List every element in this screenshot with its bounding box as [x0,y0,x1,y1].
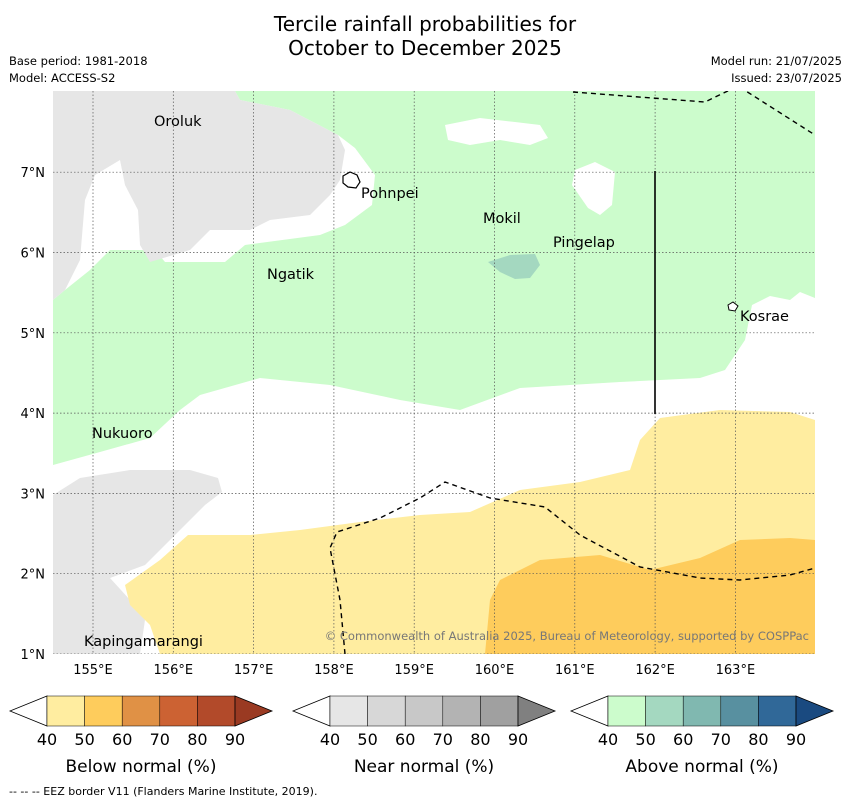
colorbar-1: 40 50 60 70 80 90 Near normal (%) [291,695,557,777]
colorbar-min-arrow [291,695,331,727]
lon-tick-label: 159°E [394,663,434,678]
colorbar-tick-label: 70 [433,730,453,749]
lon-tick-label: 156°E [154,663,194,678]
colorbar-segment [480,695,519,727]
colorbar-max-arrow [234,695,274,727]
map-plot-area: Oroluk Pohnpei Mokil Pingelap Ngatik Kos… [53,91,815,654]
place-label-pohnpei: Pohnpei [361,186,419,202]
place-label-pingelap: Pingelap [553,235,615,251]
place-label-nukuoro: Nukuoro [92,426,153,442]
colorbar-label: Above normal (%) [625,757,778,777]
near-normal-region-north [53,91,345,300]
place-label-mokil: Mokil [483,211,521,227]
lon-tick-label: 158°E [314,663,354,678]
white-hole-2 [572,162,615,215]
lon-tick-label: 161°E [555,663,595,678]
colorbar-tick-label: 70 [150,730,170,749]
colorbar-tick-label: 40 [37,730,57,749]
colorbar-segment [367,695,406,727]
colorbar-tick-label: 60 [112,730,132,749]
colorbar-tick-label: 40 [320,730,340,749]
above-normal-60-patch [488,254,540,279]
eez-borders [329,91,815,654]
colorbar-tick-label: 90 [786,730,806,749]
white-hole-1 [445,118,548,145]
colorbar-tick-label: 60 [395,730,415,749]
kosrae-island [727,301,739,312]
place-label-kapingamarangi: Kapingamarangi [84,634,203,650]
colorbar-segment [645,695,684,727]
colorbar-tick-label: 40 [598,730,618,749]
lat-tick-label: 5°N [21,327,46,342]
colorbar-segment [329,695,368,727]
eez-footnote: -- -- -- EEZ border V11 (Flanders Marine… [9,785,318,798]
colorbar-min-arrow [8,695,48,727]
title-line-2: October to December 2025 [288,36,562,60]
colorbar-tick-label: 50 [635,730,655,749]
colorbar-2: 40 50 60 70 80 90 Above normal (%) [569,695,835,777]
colorbar-label: Near normal (%) [354,757,494,777]
model-run: Model run: 21/07/2025 [710,54,842,68]
colorbar-tick-label: 80 [748,730,768,749]
lon-tick-label: 155°E [73,663,113,678]
colorbar-tick-label: 80 [187,730,207,749]
lon-tick-label: 157°E [234,663,274,678]
colorbar-min-arrow [569,695,609,727]
colorbar-tick-label: 50 [74,730,94,749]
colorbar-max-arrow [517,695,557,727]
place-labels: Oroluk Pohnpei Mokil Pingelap Ngatik Kos… [84,114,789,650]
colorbar-segment [758,695,797,727]
colorbar-tick-label: 80 [470,730,490,749]
lon-tick-label: 163°E [716,663,756,678]
near-normal-region-south [53,470,222,654]
map-title: Tercile rainfall probabilities for Octob… [0,12,850,60]
colorbar-tick-label: 70 [711,730,731,749]
colorbar-tick-label: 90 [225,730,245,749]
lat-tick-label: 7°N [21,166,46,181]
colorbar-segment [682,695,722,727]
eez-border-north [572,91,815,136]
lat-tick-label: 4°N [21,407,46,422]
lat-tick-label: 6°N [21,247,46,262]
place-label-kosrae: Kosrae [740,309,789,325]
colorbar-segment [197,695,236,727]
colorbar-tick-label: 60 [673,730,693,749]
place-label-ngatik: Ngatik [267,267,315,283]
colorbar-segment [159,695,198,727]
place-label-oroluk: Oroluk [154,114,202,130]
colorbar-tick-label: 50 [357,730,377,749]
meta-right: Model run: 21/07/2025 Issued: 23/07/2025 [711,53,842,87]
colorbar-segment [121,695,161,727]
base-period: Base period: 1981-2018 [9,54,148,68]
graticule [53,91,815,654]
title-line-1: Tercile rainfall probabilities for [273,12,577,36]
colorbars: 40 50 60 70 80 90 Below normal (%) 40 50 60 70 80 90… [8,695,835,777]
colorbar-segment [607,695,646,727]
lon-tick-label: 162°E [635,663,675,678]
colorbar-0: 40 50 60 70 80 90 Below normal (%) [8,695,274,777]
colorbar-max-arrow [795,695,835,727]
lat-tick-label: 3°N [21,487,46,502]
eez-border-south [329,481,815,654]
colorbar-segment [404,695,444,727]
below-normal-60-region [485,538,815,654]
colorbar-segment [46,695,85,727]
colorbar-segment [84,695,123,727]
colorbar-tick-label: 90 [508,730,528,749]
copyright-note: © Commonwealth of Australia 2025, Bureau… [325,629,809,643]
issued-date: Issued: 23/07/2025 [731,71,842,85]
lat-tick-label: 2°N [21,568,46,583]
meta-left: Base period: 1981-2018 Model: ACCESS-S2 [9,53,148,87]
lat-tick-label: 1°N [21,648,46,663]
pohnpei-island [342,171,361,189]
lon-tick-label: 160°E [475,663,515,678]
axis-tick-labels: 155°E 156°E 157°E 158°E 159°E 160°E 161°E 162°E… [21,166,756,678]
model-name: Model: ACCESS-S2 [9,71,116,85]
colorbar-segment [442,695,481,727]
colorbar-segment [720,695,759,727]
above-normal-region [53,91,815,465]
colorbar-label: Below normal (%) [66,757,217,777]
